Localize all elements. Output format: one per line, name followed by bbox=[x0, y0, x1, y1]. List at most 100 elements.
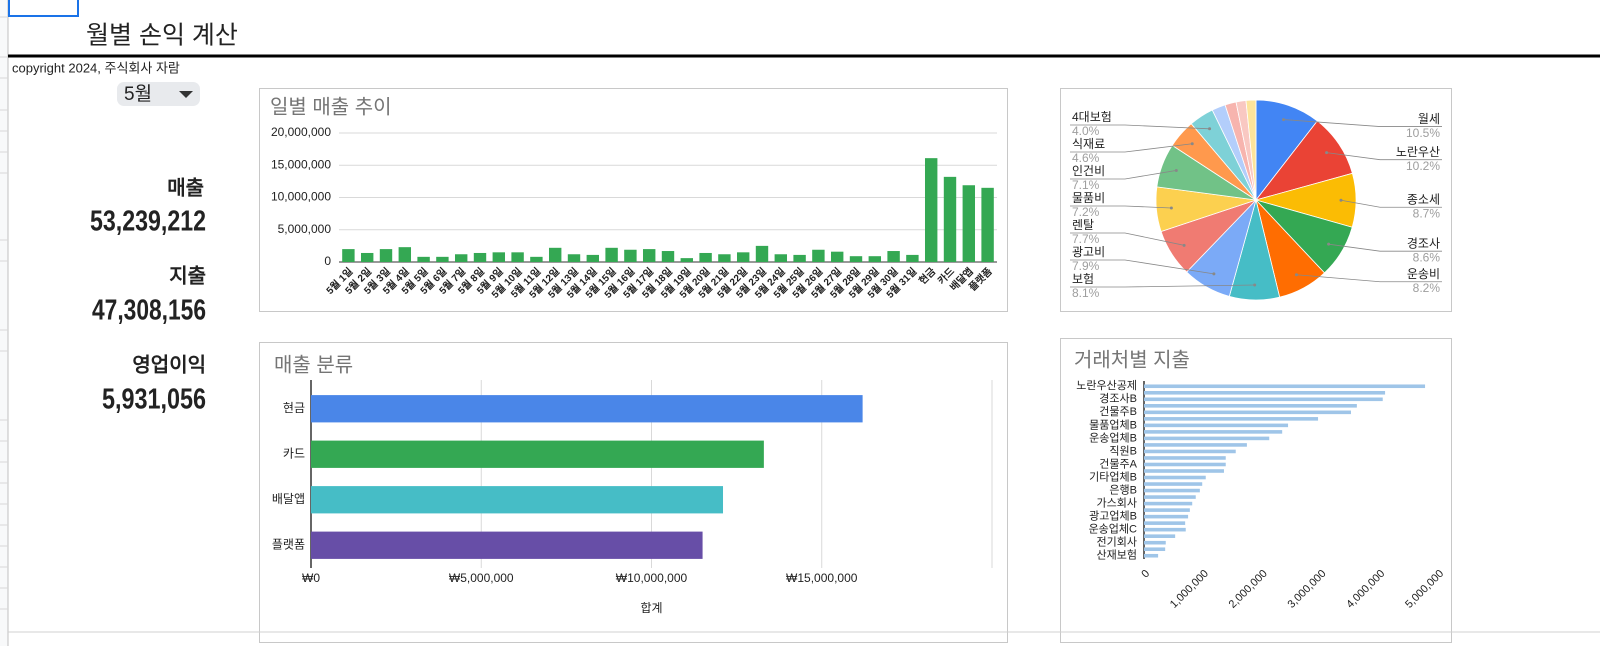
y-tick-label: 20,000,000 bbox=[271, 125, 331, 139]
slice-label: 물품비 bbox=[1072, 191, 1105, 205]
category-label: 카드 bbox=[283, 446, 305, 460]
bar bbox=[868, 256, 882, 262]
bar bbox=[492, 252, 506, 262]
slice-value-label: 7.7% bbox=[1072, 232, 1100, 246]
leader-dot bbox=[1169, 206, 1173, 210]
x-tick-label: ₩0 bbox=[302, 571, 320, 585]
y-tick-label: 5,000,000 bbox=[278, 222, 332, 236]
dropdown-box[interactable] bbox=[117, 82, 200, 106]
leader-dot bbox=[1182, 243, 1186, 247]
y-tick-label: 15,000,000 bbox=[271, 157, 331, 171]
bar bbox=[774, 254, 788, 262]
chart-title: 일별 매출 추이 bbox=[270, 95, 392, 118]
leader-dot bbox=[1327, 242, 1331, 246]
category-label: 산재보험 bbox=[1097, 549, 1137, 562]
category-label: 배달앱 bbox=[272, 492, 305, 506]
dropdown-arrow[interactable] bbox=[179, 91, 193, 98]
pie-slice bbox=[1245, 99, 1257, 201]
category-label: 플랫폼 bbox=[272, 537, 305, 551]
bar bbox=[1144, 436, 1270, 441]
slice-value-label: 7.9% bbox=[1072, 259, 1100, 273]
category-label: 현금 bbox=[283, 401, 305, 415]
category-label: 건물주A bbox=[1099, 457, 1137, 470]
bar bbox=[1144, 534, 1176, 538]
bar bbox=[1144, 495, 1196, 499]
bar bbox=[1144, 397, 1383, 402]
leader-line bbox=[1070, 170, 1177, 180]
selected-cell[interactable] bbox=[8, 0, 79, 17]
leader-dot bbox=[1325, 151, 1329, 155]
category-label: 운송업체B bbox=[1089, 431, 1137, 444]
chart-title: 거래처별 지출 bbox=[1074, 348, 1190, 371]
bar bbox=[1144, 521, 1186, 525]
chart-panel bbox=[259, 88, 1008, 312]
bar bbox=[906, 254, 919, 262]
bar bbox=[530, 256, 543, 262]
slice-label: 월세 bbox=[1418, 112, 1440, 126]
bar bbox=[1144, 404, 1357, 408]
slice-label: 식재료 bbox=[1072, 137, 1105, 151]
leader-line bbox=[1296, 274, 1442, 283]
slice-label: 4대보험 bbox=[1072, 110, 1112, 124]
month-dropdown[interactable]: 5월 bbox=[117, 82, 200, 106]
bar bbox=[1144, 423, 1289, 428]
leader-dot bbox=[1212, 272, 1216, 276]
bar bbox=[1144, 449, 1236, 454]
leader-dot bbox=[1174, 168, 1178, 172]
leader-line bbox=[1070, 284, 1255, 288]
category-label: 은행B bbox=[1109, 483, 1137, 496]
bar bbox=[342, 249, 355, 262]
bar bbox=[379, 249, 393, 262]
x-tick-label: ₩15,000,000 bbox=[786, 571, 858, 585]
bar bbox=[454, 254, 468, 262]
kpi-label: 지출 bbox=[169, 264, 206, 287]
slice-value-label: 4.6% bbox=[1072, 151, 1100, 165]
slice-value-label: 7.2% bbox=[1072, 205, 1100, 219]
slice-label: 보험 bbox=[1072, 272, 1094, 286]
bar bbox=[755, 245, 769, 262]
bar bbox=[924, 158, 938, 262]
bar bbox=[360, 252, 374, 262]
bar bbox=[1144, 456, 1226, 460]
y-tick-label: 10,000,000 bbox=[271, 190, 331, 204]
category-label: 광고업체B bbox=[1089, 510, 1137, 523]
bar bbox=[981, 187, 994, 262]
leader-line bbox=[1283, 119, 1442, 127]
bar bbox=[849, 256, 863, 262]
kpi-label: 매출 bbox=[167, 176, 204, 199]
bar bbox=[417, 256, 430, 262]
leader-line bbox=[1070, 143, 1193, 153]
bar bbox=[887, 251, 900, 262]
row-lines bbox=[0, 16, 8, 610]
category-label: 노란우산공제 bbox=[1076, 379, 1137, 392]
slice-value-label: 8.6% bbox=[1413, 250, 1441, 264]
bar bbox=[1144, 514, 1189, 519]
bar bbox=[1144, 475, 1206, 480]
category-label: 물품업체B bbox=[1089, 418, 1137, 431]
slice-value-label: 8.1% bbox=[1072, 286, 1100, 300]
slice-label: 종소세 bbox=[1407, 192, 1440, 206]
bar bbox=[1144, 553, 1159, 558]
category-label: 건물주B bbox=[1099, 405, 1137, 418]
slice-label: 노란우산 bbox=[1396, 145, 1440, 159]
bar bbox=[1144, 482, 1203, 486]
kpi-value: 47,308,156 bbox=[92, 295, 206, 327]
bar bbox=[1144, 547, 1166, 552]
bar bbox=[1144, 462, 1226, 467]
slice-label: 운송비 bbox=[1407, 267, 1440, 281]
bar bbox=[605, 247, 618, 262]
bar bbox=[718, 254, 731, 262]
bar bbox=[1144, 508, 1190, 512]
leader-dot bbox=[1253, 283, 1257, 287]
bar bbox=[311, 440, 764, 468]
bar bbox=[1144, 540, 1166, 545]
bar bbox=[736, 252, 750, 262]
category-label: 운송업체C bbox=[1089, 523, 1137, 536]
x-tick-label: ₩10,000,000 bbox=[616, 571, 688, 585]
x-axis-label: 합계 bbox=[640, 601, 662, 615]
bar bbox=[1144, 469, 1224, 473]
bar bbox=[311, 531, 703, 559]
leader-dot bbox=[1208, 127, 1212, 131]
dropdown-value[interactable]: 5월 bbox=[124, 83, 152, 105]
